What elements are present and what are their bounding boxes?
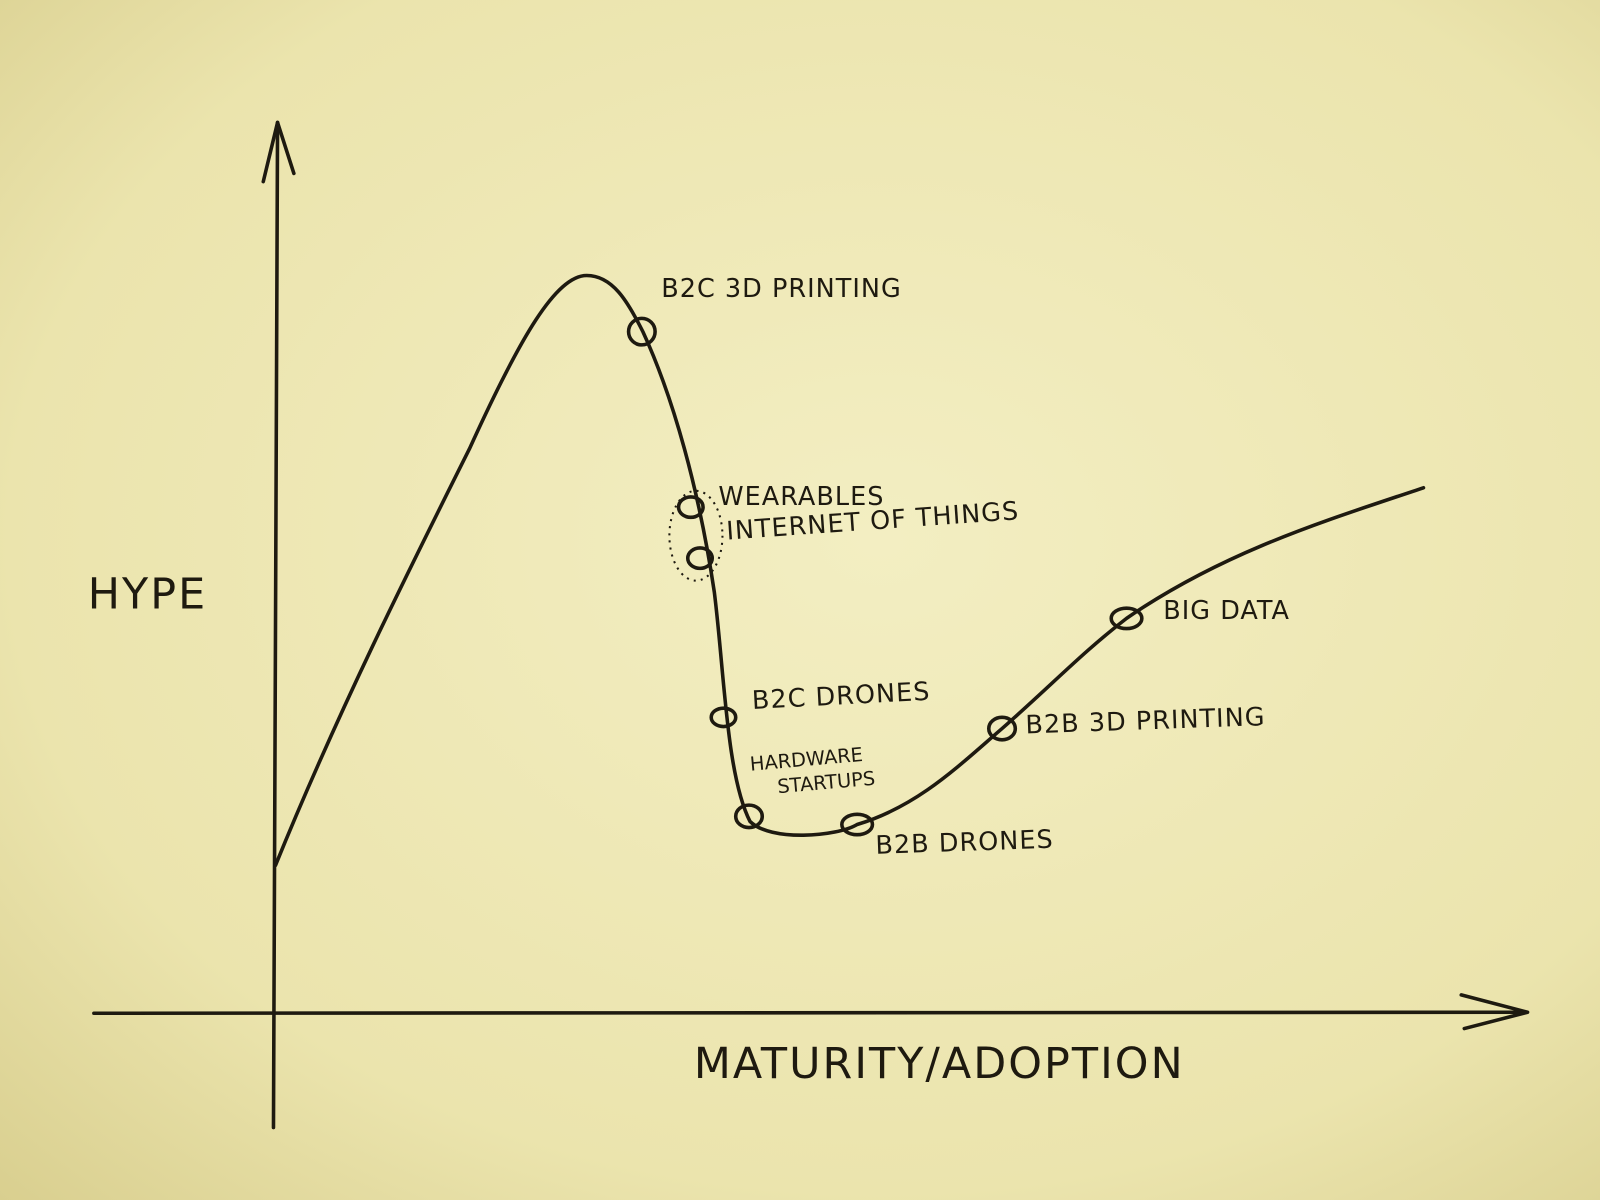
point-marker <box>676 495 705 520</box>
point-marker <box>685 546 715 571</box>
x-axis <box>92 1010 1528 1016</box>
x-axis-arrow <box>1459 993 1530 1031</box>
node-label: B2B DRONES <box>875 825 1054 861</box>
group-outline <box>668 489 724 582</box>
node-label: BIG DATA <box>1163 596 1290 626</box>
point-marker <box>840 812 875 837</box>
point-marker <box>733 803 765 830</box>
x-axis-label: MATURITY/ADOPTION <box>694 1039 1185 1089</box>
point-marker <box>986 715 1018 742</box>
hype-curve <box>273 273 1426 868</box>
point-marker <box>626 316 657 347</box>
node-label: B2C 3D PRINTING <box>661 274 902 304</box>
point-marker <box>709 706 738 729</box>
point-marker <box>1109 606 1144 631</box>
y-axis-arrow <box>261 120 296 184</box>
y-axis <box>271 120 280 1130</box>
node-label: WEARABLES <box>718 482 884 512</box>
node-label: B2B 3D PRINTING <box>1025 702 1266 740</box>
y-axis-label: HYPE <box>88 569 207 619</box>
node-label: B2C DRONES <box>751 677 931 716</box>
